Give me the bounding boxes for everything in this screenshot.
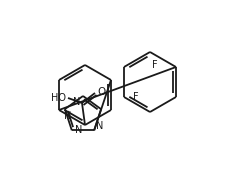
Text: N: N [73, 97, 81, 107]
Text: N: N [75, 125, 82, 135]
Text: F: F [152, 60, 158, 70]
Text: HO: HO [51, 93, 66, 103]
Text: O: O [97, 87, 105, 97]
Text: N: N [64, 111, 72, 121]
Text: F: F [133, 92, 139, 102]
Text: N: N [96, 121, 104, 131]
